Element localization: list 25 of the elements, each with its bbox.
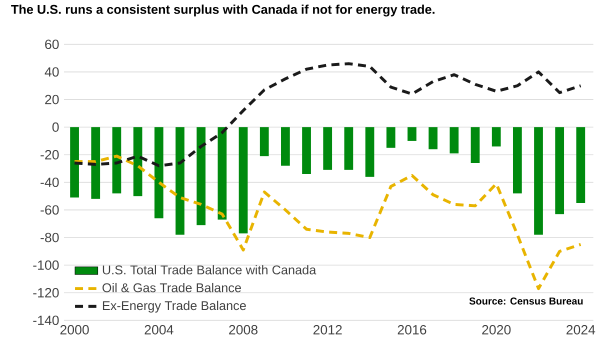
y-tick-label: 40 bbox=[44, 67, 59, 77]
legend-label: Oil & Gas Trade Balance bbox=[102, 282, 241, 292]
x-tick-label: 2024 bbox=[566, 325, 596, 334]
y-tick-label: -100 bbox=[33, 260, 59, 270]
legend-label: Ex-Energy Trade Balance bbox=[102, 300, 246, 313]
y-tick-label: -40 bbox=[40, 178, 59, 188]
y-tick-label: -60 bbox=[40, 205, 59, 215]
x-tick-label: 2004 bbox=[144, 325, 174, 334]
line-series bbox=[73, 62, 582, 168]
x-tick-label: 2012 bbox=[313, 325, 342, 334]
x-tick-label: 2020 bbox=[482, 325, 511, 334]
y-tick-label: -20 bbox=[40, 150, 59, 160]
legend-label: U.S. Total Trade Balance with Canada bbox=[102, 265, 316, 274]
line-series bbox=[73, 154, 582, 290]
y-tick-label: -120 bbox=[33, 288, 59, 298]
y-tick-label: 0 bbox=[52, 122, 59, 132]
x-tick-label: 2000 bbox=[60, 325, 89, 334]
chart-title: The U.S. runs a consistent surplus with Canada if not for energy trade. bbox=[11, 4, 434, 16]
x-tick-label: 2008 bbox=[229, 325, 258, 334]
y-tick-label: 60 bbox=[45, 40, 59, 50]
y-tick-label: -140 bbox=[33, 316, 59, 326]
annotation: Source: Census Bureau bbox=[469, 298, 583, 305]
x-tick-label: 2016 bbox=[398, 325, 426, 334]
y-tick-label: 20 bbox=[45, 94, 59, 104]
y-tick-label: -80 bbox=[40, 232, 59, 242]
